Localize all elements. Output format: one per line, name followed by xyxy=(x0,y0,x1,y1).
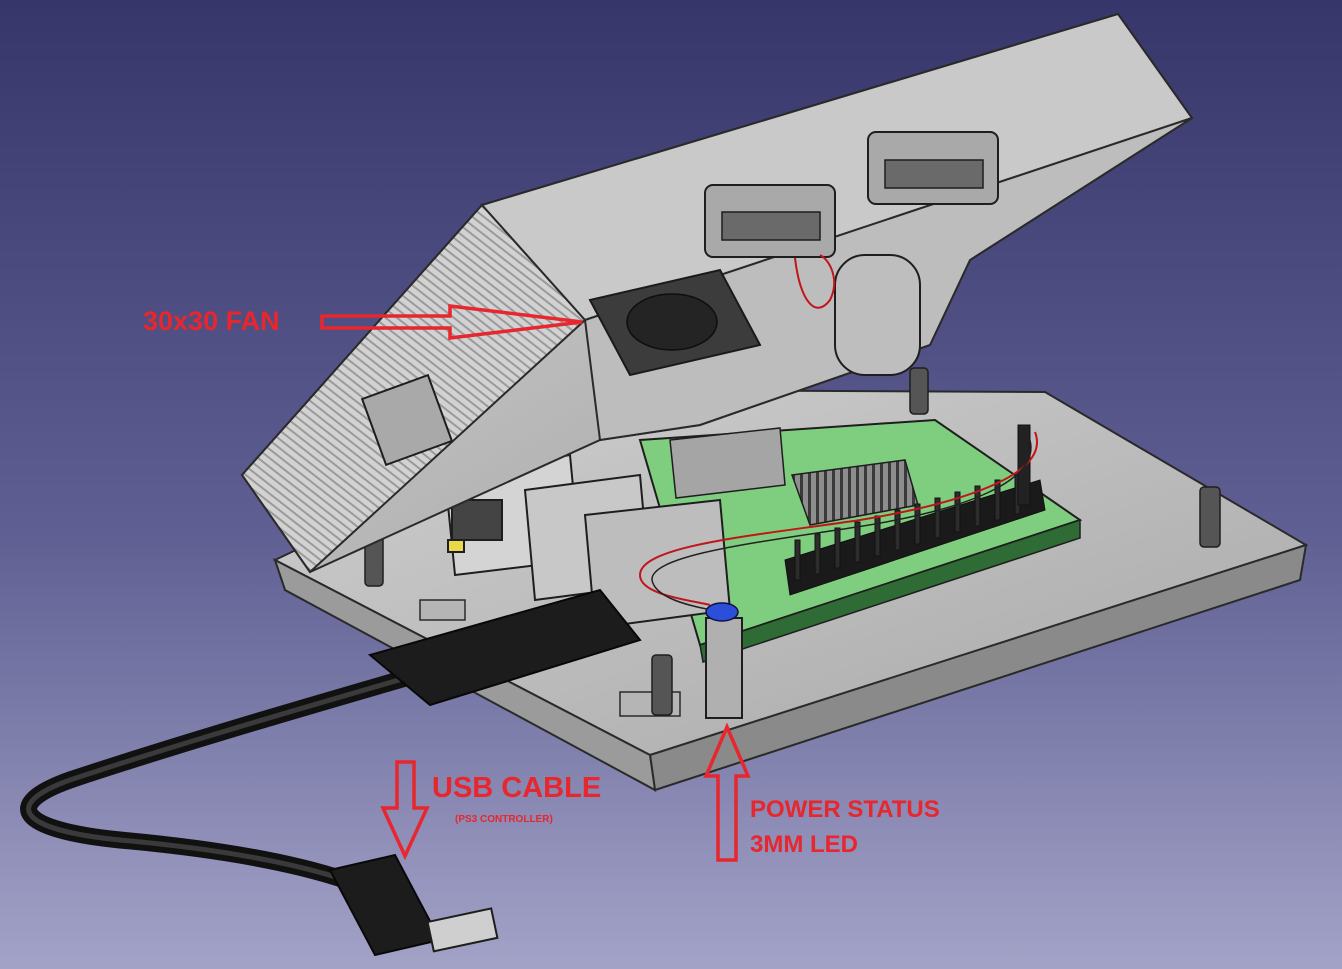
usb-arrow-icon xyxy=(380,760,430,861)
hdmi-port xyxy=(669,427,786,499)
lid-latch xyxy=(360,373,454,467)
led-icon xyxy=(705,602,739,622)
usb-cable-label: USB CABLE xyxy=(432,772,602,804)
led-holder xyxy=(705,602,743,719)
lid-post xyxy=(834,254,921,376)
fan-arrow-icon xyxy=(320,304,583,340)
usb-cable-sublabel: (PS3 CONTROLLER) xyxy=(455,814,553,825)
annotation-arrows xyxy=(320,304,751,862)
led-label-line1: POWER STATUS xyxy=(750,796,940,823)
led-arrow-icon xyxy=(703,722,751,862)
led-wire xyxy=(638,431,1038,611)
gpio-header xyxy=(784,424,1046,596)
fan-label: 30x30 FAN xyxy=(143,306,280,336)
usb-a-plug xyxy=(367,588,642,707)
led-label-line2: 3MM LED xyxy=(750,831,858,858)
usb-cable xyxy=(20,588,642,957)
fan xyxy=(588,254,836,377)
